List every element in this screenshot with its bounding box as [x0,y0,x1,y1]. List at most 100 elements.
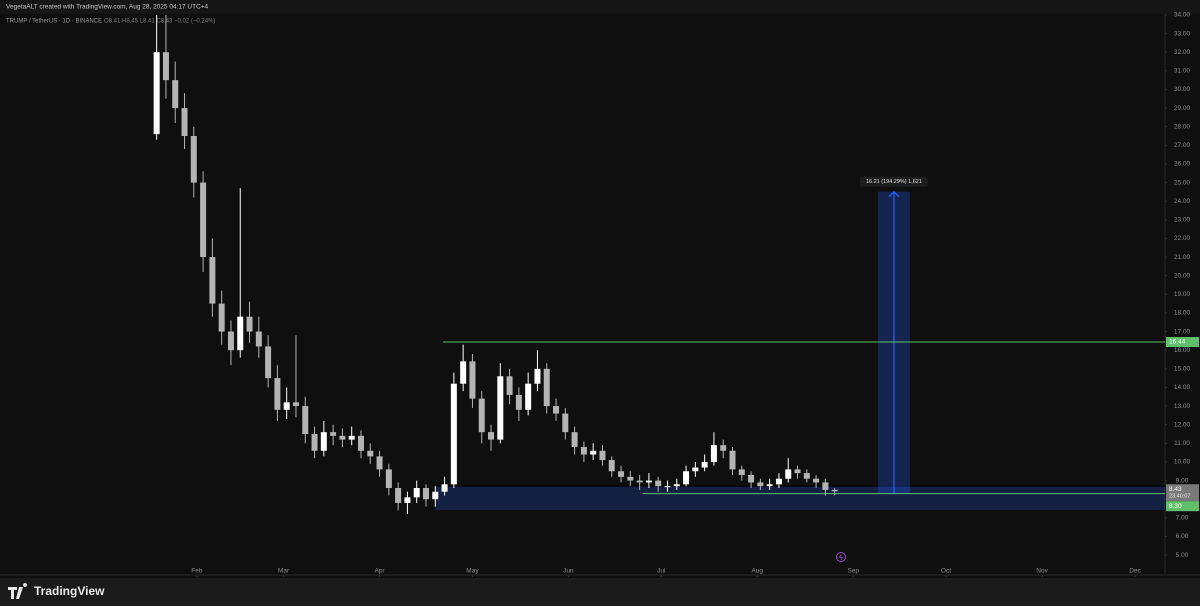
candle-body [636,480,643,483]
candle-body [497,376,504,440]
candle-body [710,445,717,462]
candle-body [757,482,764,487]
symbol: TRUMP / TetherUS · 1D · BINANCE [6,19,102,25]
y-tick-label: 23.00 [1174,217,1191,224]
candle-body [376,456,383,470]
candle-body [822,482,829,490]
candle-body [218,303,225,332]
y-tick-label: 26.00 [1174,161,1191,168]
event-icon-glyph [838,554,844,561]
candle-body [618,471,625,477]
y-tick-label: 24.00 [1174,198,1191,205]
candle-body [265,346,272,379]
candle-body [413,488,420,498]
y-tick-label: 27.00 [1174,142,1191,149]
candle-body [534,368,541,384]
measure-arrow-head [888,190,900,198]
candle-body [339,435,346,440]
candle-body [766,484,773,487]
resistance-tag [1166,336,1199,347]
candle-body [153,52,160,135]
candle-body [785,469,792,479]
brand: TradingView [34,584,105,598]
candle-body [237,316,244,351]
candle-body [488,432,495,440]
y-tick-label: 9.00 [1176,477,1189,484]
candle-body [794,469,801,474]
candle-body [209,257,216,304]
support-tag [1166,501,1199,512]
candle-body [738,469,745,475]
candle-body [580,447,587,455]
candle-body [673,484,680,487]
x-tick-label: Jul [657,568,666,575]
candle-body [274,378,281,410]
candle-body [729,450,736,470]
candle-body [553,406,560,414]
candle-body [348,435,355,440]
y-tick-label: 17.00 [1174,328,1191,335]
last-price-tag [1166,484,1199,502]
candle-body [701,461,708,468]
candle-body [590,450,597,455]
candle-body [515,394,522,410]
candle-body [608,460,615,472]
candle-body [645,480,652,483]
candle-body [571,432,578,448]
x-tick-label: Sep [847,568,859,575]
x-tick-label: Feb [191,568,203,575]
candle-body [357,435,364,451]
candle-body [330,432,337,436]
y-tick-label: 20.00 [1174,272,1191,279]
x-tick-label: Jun [563,568,574,575]
y-tick-label: 6.00 [1176,533,1189,540]
y-tick-label: 13.00 [1174,403,1191,410]
x-tick-label: Nov [1036,568,1048,575]
y-tick-label: 28.00 [1174,123,1191,130]
candle-body [775,478,782,485]
candle-body [478,398,485,433]
last-price-label: 8.43 [1169,486,1182,493]
candle-body [311,434,318,451]
credit: VegetaALT created with TradingView.com, … [6,4,209,11]
candle-body [831,489,838,492]
zone [435,486,1165,510]
y-tick-label: 22.00 [1174,235,1191,242]
plot-area: 16.21 (194.29%) 1,621 [153,14,1165,515]
x-tick-label: Oct [941,568,951,575]
candle-body [748,474,755,483]
candle-body [227,331,234,351]
candle-body [246,316,253,332]
candle-body [543,368,550,407]
y-tick-label: 34.00 [1174,12,1191,19]
candle-body [506,376,513,395]
candle-body [367,450,374,457]
candle-body [181,108,188,136]
candle-body [395,488,402,503]
y-tick-label: 29.00 [1174,105,1191,112]
y-tick-label: 5.00 [1176,552,1189,559]
footer-bar [0,578,1200,606]
candle-body [441,484,448,492]
y-tick-label: 30.00 [1174,86,1191,93]
candle-body [283,402,290,410]
y-tick-label: 10.00 [1174,459,1191,466]
x-tick-label: Mar [278,568,290,575]
event-icon[interactable] [836,552,846,562]
candle-body [200,182,207,258]
candle-body [190,135,197,183]
candle-body [627,476,634,481]
y-tick-label: 7.00 [1176,515,1189,522]
candle-body [162,52,169,81]
candle-body [562,413,569,433]
candle-body [302,406,309,435]
ohlc: O8.41 H8.45 L8.41 C8.43 −0.02 (−0.24%) [104,19,215,25]
support-tag-label: 8.30 [1169,503,1182,510]
candle-body [683,471,690,485]
x-tick-label: Dec [1129,568,1141,575]
y-tick-label: 12.00 [1174,421,1191,428]
x-tick-label: Aug [751,568,763,575]
logo-mark [8,583,28,599]
